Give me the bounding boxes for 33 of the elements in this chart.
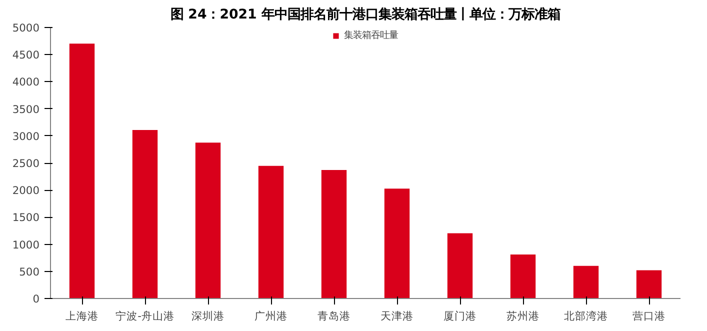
x-tick-label: 厦门港 bbox=[444, 310, 476, 322]
bar bbox=[258, 166, 284, 298]
x-tick-label: 天津港 bbox=[380, 310, 414, 322]
y-tick-label: 3500 bbox=[12, 102, 40, 116]
x-tick-label: 营口港 bbox=[632, 310, 666, 322]
bar bbox=[573, 266, 599, 298]
y-tick-label: 1000 bbox=[12, 238, 40, 252]
y-tick-label: 0 bbox=[32, 292, 40, 306]
y-tick-label: 3000 bbox=[12, 130, 40, 143]
bar bbox=[321, 170, 347, 298]
x-tick-label: 上海港 bbox=[66, 310, 98, 322]
x-tick-label: 青岛港 bbox=[318, 310, 350, 322]
bar bbox=[69, 44, 95, 298]
x-tick-label: 深圳港 bbox=[192, 310, 224, 322]
y-tick-label: 1500 bbox=[12, 211, 40, 224]
y-tick-label: 4500 bbox=[12, 48, 40, 62]
bar bbox=[384, 188, 410, 298]
y-tick-label: 500 bbox=[19, 265, 40, 278]
bar bbox=[447, 233, 473, 298]
y-tick-label: 2000 bbox=[12, 184, 40, 198]
chart-title: 图 24：2021 年中国排名前十港口集装箱吞吐量丨单位：万标准箱 bbox=[170, 6, 560, 22]
y-tick-label: 5000 bbox=[12, 22, 40, 34]
bar bbox=[195, 142, 221, 298]
bar bbox=[510, 254, 536, 298]
x-tick-label: 苏州港 bbox=[506, 310, 540, 322]
legend-label: 集装箱吞吐量 bbox=[344, 29, 398, 42]
bar bbox=[132, 130, 158, 298]
x-tick-label: 北部湾港 bbox=[564, 310, 608, 322]
x-tick-label: 广州港 bbox=[254, 310, 288, 322]
y-tick-label: 4000 bbox=[12, 76, 40, 89]
y-tick-label: 2500 bbox=[12, 157, 40, 170]
x-tick-label: 宁波-舟山港 bbox=[116, 310, 174, 322]
bar bbox=[636, 270, 662, 298]
